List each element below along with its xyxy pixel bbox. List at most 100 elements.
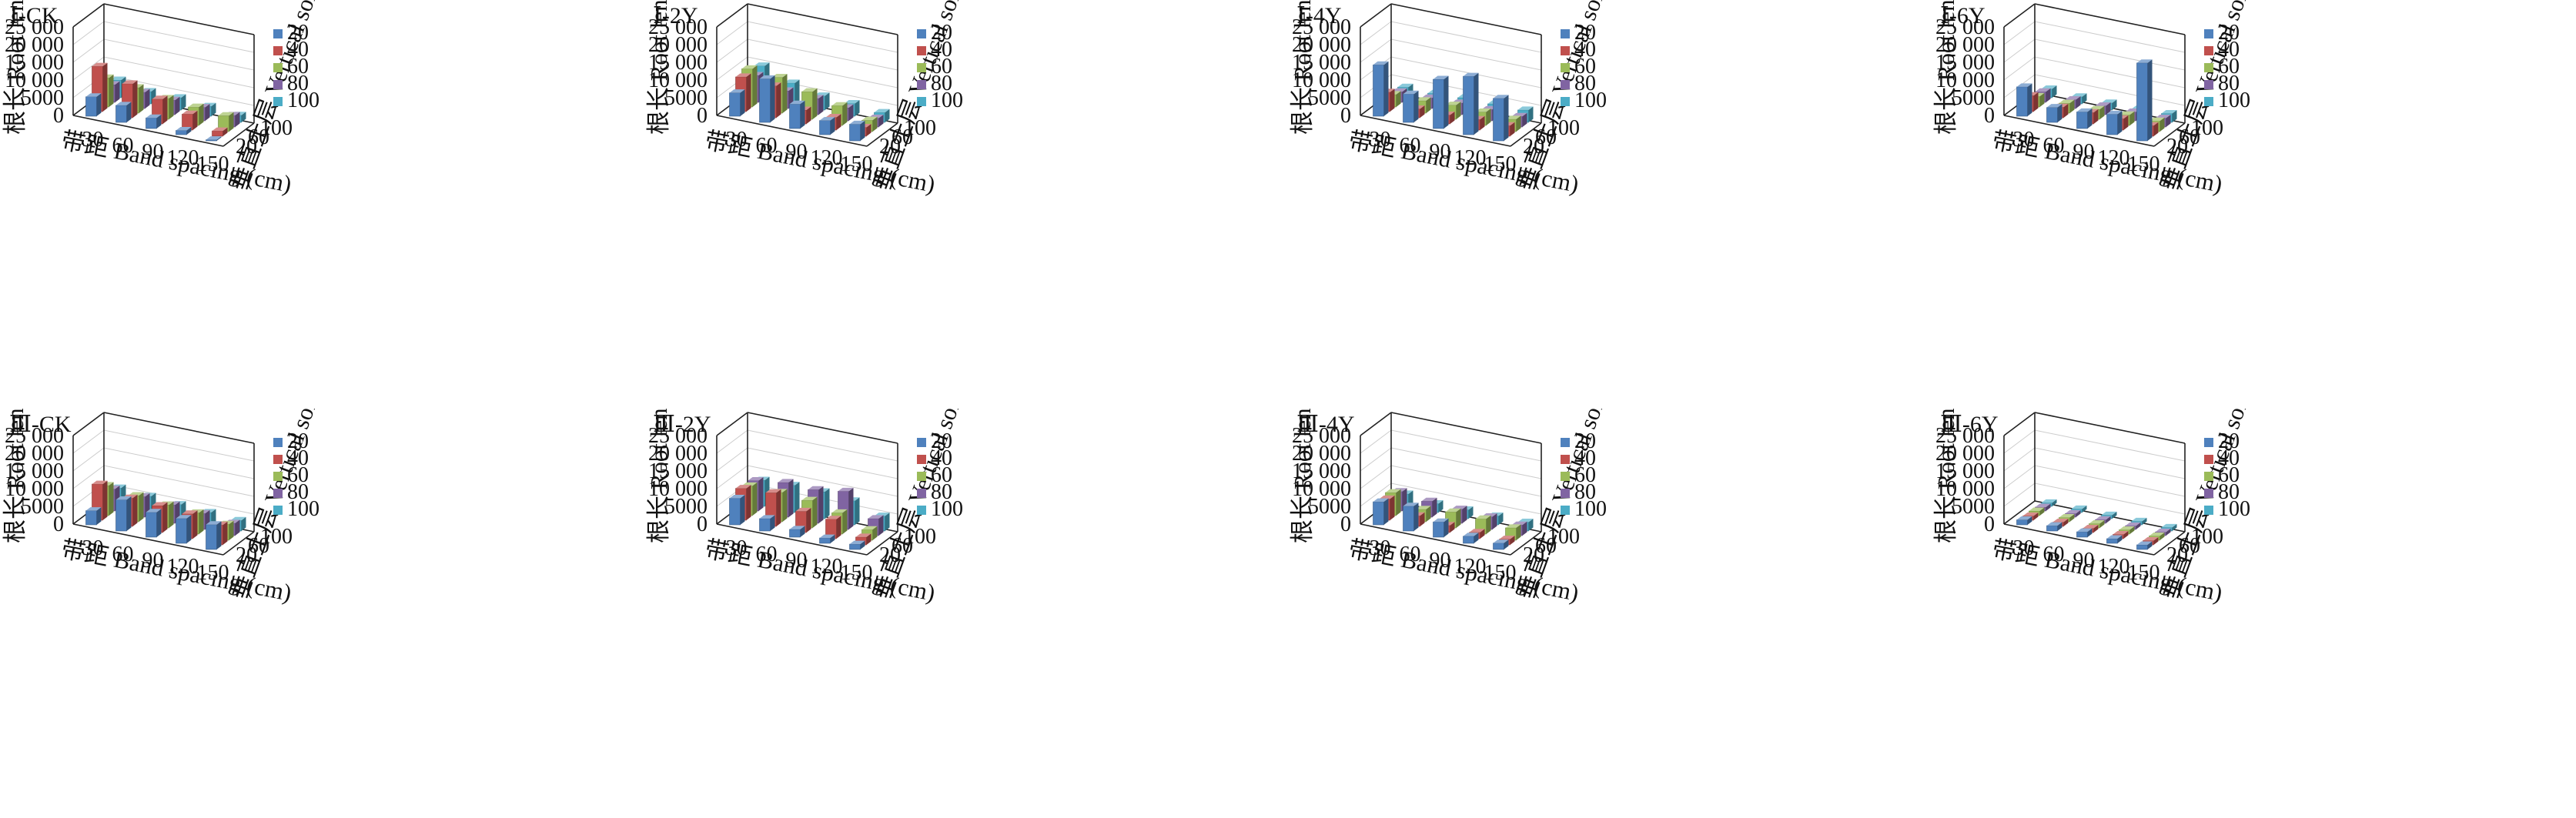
x-tick-label: 150 [1484,152,1517,176]
legend-label: 80 [1574,480,1596,504]
legend-label: 60 [1574,55,1596,78]
legend-label: 100 [287,88,319,112]
z-axis-label: 垂直土层 Vertical soil (cm) [1512,0,1629,194]
gridline [716,412,898,444]
wall-edge [716,412,748,436]
legend-label: 20 [1574,21,1596,45]
z-tick-label: 60 [892,125,913,149]
y-tick-label: 15 000 [1292,459,1351,483]
y-axis-label: 根长 Root length (cm) [645,0,672,135]
z-axis-line [1510,531,1542,556]
x-axis-line [2003,523,2155,556]
legend-label: 20 [287,21,309,45]
legend-swatch [2204,489,2213,498]
legend-label: 60 [1574,463,1596,487]
gridline [2003,21,2186,53]
chart-panel: Ⅰ-2Y 0 5000 10 000 15 000 20 000 25 000 30 60 90 1… [644,0,1287,409]
legend-label: 20 [287,429,309,453]
bar [176,126,192,135]
x-tick-label: 90 [2073,549,2095,573]
gridline [1360,429,1542,462]
y-tick-label: 0 [53,104,64,128]
legend-swatch [2204,80,2213,89]
z-tick-label: 20 [236,543,257,567]
chart-title: Ⅲ-CK [9,412,72,437]
x-tick-label: 30 [726,128,748,152]
legend-swatch [1561,63,1570,72]
z-tick-label: 60 [248,125,269,149]
chart-panel: Ⅰ-6Y 0 5000 10 000 15 000 20 000 25 000 30 60 90 1… [1931,0,2574,409]
legend-label: 60 [2218,463,2240,487]
z-tick-label: 60 [2179,125,2200,149]
legend-label: 40 [2218,38,2240,62]
legend-swatch [1561,506,1570,515]
y-tick-label: 20 000 [5,442,64,466]
legend-swatch [917,63,926,72]
wall-edge [747,412,898,444]
y-tick-label: 25 000 [1292,15,1351,39]
legend-label: 80 [931,480,952,504]
y-tick-label: 0 [697,104,708,128]
bar [182,110,198,131]
chart-panel: Ⅲ-2Y 0 5000 10 000 15 000 20 000 25 000 30 60 90 1… [644,409,1287,817]
x-tick-label: 150 [841,561,873,585]
x-tick-label: 120 [167,146,199,170]
chart-title: Ⅲ-2Y [653,412,711,437]
y-tick-label: 10 000 [1292,477,1351,501]
legend-swatch [273,489,283,498]
gridline [2003,447,2186,479]
wall-edge [2003,412,2036,436]
y-tick-label: 20 000 [1935,442,1995,466]
bar [2046,104,2062,123]
y-tick-label: 5000 [21,86,64,110]
y-tick-label: 10 000 [648,68,708,92]
legend-swatch [273,80,283,89]
bar [212,127,228,137]
gridline [1360,447,1542,479]
bar [729,89,745,117]
y-axis-label: 根长 Root length (cm) [1289,409,1316,543]
chart-title: Ⅰ-2Y [653,3,698,28]
z-tick-label: 20 [879,135,901,159]
bar [206,521,222,550]
legend-label: 20 [931,429,952,453]
legend-label: 100 [1574,497,1607,521]
z-tick-label: 20 [2166,135,2188,159]
wall-edge [747,3,898,35]
wall-edge [1390,3,1542,35]
legend-swatch [917,455,926,464]
x-axis-line [716,115,868,147]
y-tick-label: 10 000 [5,477,64,501]
legend-swatch [1561,97,1570,106]
x-tick-label: 30 [2013,536,2035,560]
legend-label: 100 [2218,88,2250,112]
bar [819,117,835,135]
bar [1475,515,1491,535]
z-tick-label: 60 [2179,534,2200,558]
y-tick-label: 0 [1984,104,1995,128]
legend-swatch [1561,438,1570,447]
x-tick-label: 120 [1454,146,1487,170]
wall-edge [1390,412,1542,444]
y-tick-label: 10 000 [1935,68,1995,92]
z-tick-label: 20 [879,543,901,567]
x-tick-label: 60 [2043,134,2065,158]
y-tick-label: 0 [1984,513,1995,536]
bar [206,136,222,142]
x-tick-label: 150 [2128,561,2160,585]
wall-edge [1360,3,1392,28]
legend-label: 40 [287,38,309,62]
bar [176,515,192,544]
gridline [1360,21,1542,53]
x-tick-label: 60 [112,543,134,566]
gridline [2003,465,2186,497]
legend-swatch [1561,29,1570,38]
y-tick-label: 20 000 [648,442,708,466]
bar [1403,502,1419,532]
legend-label: 100 [1574,88,1607,112]
x-tick-label: 120 [2098,146,2130,170]
legend-swatch [273,63,283,72]
